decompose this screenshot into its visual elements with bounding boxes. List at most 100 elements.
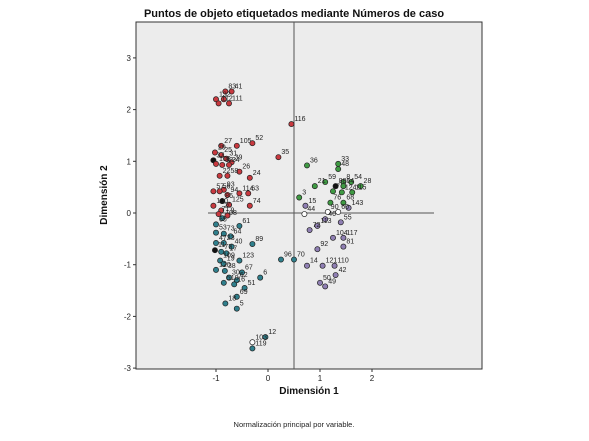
y-tick-label: -3 [124, 364, 132, 373]
data-point-label: 39 [235, 154, 243, 161]
data-point-label: 52 [255, 135, 263, 142]
data-point-label: 114 [242, 185, 253, 192]
data-point [236, 168, 243, 175]
data-point-label: 112 [222, 95, 233, 102]
data-point-label: 26 [242, 164, 250, 171]
data-point [231, 281, 238, 288]
data-point [322, 179, 329, 185]
data-point [227, 233, 234, 240]
data-point-label: 108 [225, 210, 237, 217]
data-point-label: 13 [219, 91, 227, 98]
data-point [215, 100, 222, 107]
data-point-label: 117 [346, 230, 357, 237]
data-point-label: 48 [341, 161, 349, 168]
data-point-label: 116 [294, 116, 305, 123]
data-point-label: 62 [240, 272, 248, 279]
data-point [335, 160, 342, 167]
data-point-label: 28 [364, 178, 372, 185]
x-tick-label: 2 [370, 374, 375, 383]
data-point [220, 260, 227, 267]
data-point-label: 41 [235, 84, 243, 91]
data-point [301, 211, 308, 217]
data-point-label: 92 [320, 241, 328, 248]
data-point [331, 262, 338, 269]
data-point-label: 120 [219, 262, 231, 269]
data-point [216, 188, 223, 195]
data-point [217, 257, 224, 264]
data-point [262, 334, 269, 341]
data-point-label: 74 [253, 198, 261, 205]
data-point [220, 230, 227, 237]
data-point-label: 81 [346, 239, 354, 246]
data-point-label: 50 [323, 275, 331, 282]
data-point [226, 100, 232, 107]
data-point-label: 76 [333, 195, 341, 202]
data-point-label: 55 [344, 214, 352, 221]
data-point-label: 104 [336, 230, 348, 237]
data-point-label: 113 [320, 218, 331, 225]
data-point [304, 162, 310, 169]
data-point [317, 279, 323, 286]
data-point [215, 211, 222, 217]
data-point-label: 83 [228, 84, 236, 91]
data-point-label: 19 [227, 256, 235, 263]
data-point [319, 262, 326, 269]
y-tick-label: -1 [124, 261, 132, 270]
data-point [246, 174, 253, 181]
data-point-label: 124 [345, 184, 357, 191]
data-point [335, 166, 342, 173]
data-point [212, 247, 218, 254]
data-point [219, 161, 226, 168]
data-point-label: 109 [223, 253, 235, 260]
data-point-label: 33 [341, 156, 349, 163]
data-point [322, 283, 329, 290]
data-point-label: 40 [235, 239, 243, 246]
data-point-label: 35 [281, 149, 289, 156]
data-point-label: 72 [313, 222, 321, 229]
data-point [218, 142, 225, 149]
data-point-label: 60 [341, 204, 349, 211]
data-point-label: 110 [338, 258, 349, 265]
data-point-label: 63 [251, 185, 259, 192]
data-point [213, 240, 219, 246]
data-point-label: 67 [245, 264, 253, 271]
data-point [213, 221, 219, 228]
data-point-label: 31 [229, 151, 237, 158]
y-tick-label: 3 [127, 54, 132, 63]
data-point [213, 266, 219, 273]
data-point [233, 142, 240, 149]
data-point [257, 274, 264, 281]
data-point [226, 161, 232, 168]
data-point [223, 155, 230, 162]
data-point-label: 89 [255, 236, 263, 243]
data-point [327, 199, 334, 206]
data-point [213, 229, 219, 236]
data-point [330, 234, 336, 241]
x-tick-label: 0 [266, 374, 271, 383]
data-point-label: 94 [230, 187, 238, 194]
data-point [226, 201, 232, 208]
data-point [340, 234, 347, 241]
data-point [228, 243, 235, 250]
data-point-label: 32 [225, 157, 233, 164]
data-point [340, 183, 347, 190]
data-point [337, 219, 344, 226]
reference-lines [208, 22, 434, 369]
data-point [357, 183, 364, 190]
data-point-label: 143 [352, 200, 364, 207]
data-point [324, 209, 331, 215]
data-point-label: 38 [228, 263, 236, 270]
data-point [236, 222, 243, 229]
data-point [236, 257, 243, 264]
data-point-label: 56 [223, 183, 231, 190]
data-point-label: 47 [219, 235, 227, 242]
x-axis-label: Dimensión 1 [279, 386, 339, 397]
data-point-label: 61 [242, 218, 250, 225]
data-point [302, 202, 309, 209]
data-point-label: 24 [253, 170, 261, 177]
data-point-label: 86 [225, 193, 233, 200]
data-point [218, 248, 225, 255]
data-point-label: 20 [224, 202, 232, 209]
y-tick-label: -2 [124, 312, 132, 321]
